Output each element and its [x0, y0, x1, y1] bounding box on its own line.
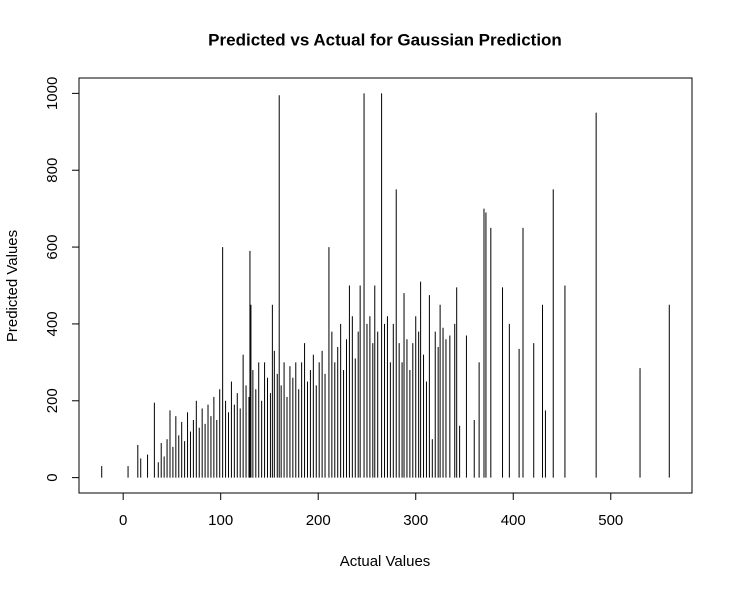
y-tick-label: 0 [44, 473, 61, 481]
y-tick-label: 800 [44, 158, 61, 183]
x-tick-label: 200 [306, 512, 331, 529]
x-tick-label: 300 [403, 512, 428, 529]
x-tick-label: 500 [598, 512, 623, 529]
y-axis-label: Predicted Values [4, 230, 21, 342]
y-tick-label: 400 [44, 311, 61, 336]
chart-title: Predicted vs Actual for Gaussian Predict… [208, 30, 562, 49]
x-tick-label: 100 [208, 512, 233, 529]
x-tick-label: 400 [501, 512, 526, 529]
y-tick-label: 1000 [44, 77, 61, 110]
y-tick-label: 600 [44, 235, 61, 260]
plot-frame [78, 77, 693, 494]
x-axis-label: Actual Values [340, 553, 431, 570]
y-tick-label: 200 [44, 388, 61, 413]
x-tick-label: 0 [119, 512, 127, 529]
